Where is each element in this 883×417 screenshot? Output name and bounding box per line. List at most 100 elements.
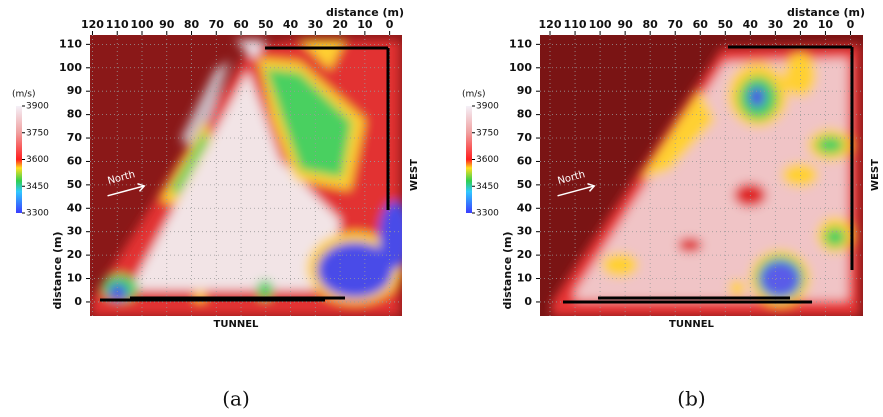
north-arrow bbox=[557, 185, 595, 197]
y-axis-label: distance (m) bbox=[501, 231, 514, 309]
field-region bbox=[180, 60, 230, 150]
field-region bbox=[235, 40, 265, 60]
x-tick-label: 90 bbox=[159, 18, 175, 31]
y-tick-label: 50 bbox=[517, 178, 533, 191]
caption: (b) bbox=[677, 387, 705, 411]
y-tick-label: 20 bbox=[517, 248, 533, 261]
field-blobs bbox=[552, 45, 860, 316]
y-tick-label: 100 bbox=[59, 61, 82, 74]
colorbar-label: (m/s) bbox=[12, 90, 36, 100]
annotation: TUNNEL bbox=[669, 319, 715, 330]
velocity-field bbox=[540, 35, 863, 316]
x-axis-label: distance (m) bbox=[326, 6, 404, 19]
y-tick-label: 70 bbox=[67, 131, 83, 144]
y-tick-label: 60 bbox=[67, 154, 83, 167]
x-tick-label: 70 bbox=[668, 18, 684, 31]
x-tick-label: 120 bbox=[81, 18, 104, 31]
x-tick-label: 40 bbox=[743, 18, 759, 31]
annotation: TUNNEL bbox=[214, 319, 260, 330]
field-region bbox=[816, 136, 844, 154]
x-tick-label: 50 bbox=[258, 18, 274, 31]
colorbar-tick-label: 3300 bbox=[26, 209, 49, 219]
colorbar-tick-label: 3900 bbox=[476, 102, 499, 112]
y-tick-label: 70 bbox=[517, 131, 533, 144]
y-tick-label: 60 bbox=[517, 154, 533, 167]
x-tick-label: 120 bbox=[539, 18, 562, 31]
annotation: WEST bbox=[870, 159, 881, 191]
field-region bbox=[784, 53, 816, 97]
y-tick-label: 90 bbox=[67, 84, 83, 97]
field-region bbox=[265, 68, 352, 178]
x-tick-label: 90 bbox=[617, 18, 633, 31]
y-axis-label: distance (m) bbox=[51, 231, 64, 309]
x-tick-label: 110 bbox=[564, 18, 587, 31]
field-region bbox=[782, 163, 818, 187]
x-tick-label: 20 bbox=[332, 18, 348, 31]
colorbar-tick-label: 3450 bbox=[476, 182, 499, 192]
field-region bbox=[602, 253, 638, 277]
annotation: WEST bbox=[409, 159, 420, 191]
y-tick-label: 20 bbox=[67, 248, 83, 261]
x-tick-label: 0 bbox=[386, 18, 394, 31]
colorbar-tick-label: 3900 bbox=[26, 102, 49, 112]
caption: (a) bbox=[222, 387, 250, 411]
field-region bbox=[109, 284, 127, 300]
colorbar-label: (m/s) bbox=[462, 90, 486, 100]
field-region bbox=[170, 130, 208, 195]
y-tick-label: 80 bbox=[517, 108, 533, 121]
field-region bbox=[130, 70, 340, 290]
x-tick-label: 100 bbox=[131, 18, 154, 31]
y-tick-label: 0 bbox=[74, 295, 82, 308]
x-tick-label: 40 bbox=[283, 18, 299, 31]
x-tick-label: 50 bbox=[718, 18, 734, 31]
field-region bbox=[824, 227, 846, 247]
y-tick-label: 10 bbox=[67, 272, 83, 285]
x-tick-label: 80 bbox=[184, 18, 200, 31]
field-region bbox=[749, 87, 765, 107]
colorbar bbox=[16, 106, 22, 213]
colorbar-tick-label: 3300 bbox=[476, 209, 499, 219]
x-tick-label: 10 bbox=[818, 18, 834, 31]
x-tick-label: 60 bbox=[693, 18, 709, 31]
colorbar bbox=[466, 106, 472, 213]
x-tick-label: 60 bbox=[233, 18, 249, 31]
colorbar-tick-label: 3750 bbox=[476, 128, 499, 138]
x-axis-label: distance (m) bbox=[787, 6, 865, 19]
y-tick-label: 100 bbox=[509, 61, 532, 74]
colorbar-tick-label: 3600 bbox=[26, 155, 49, 165]
colorbar-tick-label: 3750 bbox=[26, 128, 49, 138]
y-tick-label: 110 bbox=[509, 37, 532, 50]
y-tick-label: 10 bbox=[517, 272, 533, 285]
field-region bbox=[379, 201, 402, 269]
y-tick-label: 50 bbox=[67, 178, 83, 191]
field-region bbox=[575, 58, 848, 300]
y-tick-label: 0 bbox=[524, 295, 532, 308]
y-tick-label: 80 bbox=[67, 108, 83, 121]
x-tick-label: 20 bbox=[793, 18, 809, 31]
field-region bbox=[640, 90, 715, 180]
x-tick-label: 70 bbox=[209, 18, 225, 31]
north-arrow-head bbox=[587, 182, 596, 192]
x-tick-label: 10 bbox=[357, 18, 373, 31]
field-region bbox=[678, 238, 702, 252]
y-tick-label: 90 bbox=[517, 84, 533, 97]
colorbar-tick-label: 3600 bbox=[476, 155, 499, 165]
x-tick-label: 30 bbox=[308, 18, 324, 31]
x-tick-label: 0 bbox=[847, 18, 855, 31]
y-tick-label: 110 bbox=[59, 37, 82, 50]
x-tick-label: 110 bbox=[106, 18, 129, 31]
north-arrow bbox=[107, 185, 145, 197]
field-region bbox=[760, 261, 800, 297]
north-arrow-head bbox=[137, 182, 146, 192]
y-tick-label: 30 bbox=[67, 225, 83, 238]
x-tick-label: 80 bbox=[643, 18, 659, 31]
x-tick-label: 100 bbox=[589, 18, 612, 31]
colorbar-tick-label: 3450 bbox=[26, 182, 49, 192]
y-tick-label: 40 bbox=[67, 201, 83, 214]
y-tick-label: 30 bbox=[517, 225, 533, 238]
x-tick-label: 30 bbox=[768, 18, 784, 31]
field-region bbox=[317, 242, 393, 298]
y-tick-label: 40 bbox=[517, 201, 533, 214]
